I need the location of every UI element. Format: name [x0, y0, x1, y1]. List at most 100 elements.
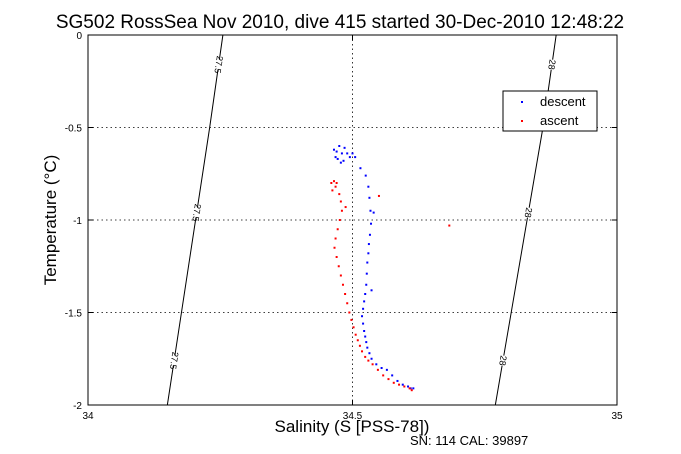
descent-point — [372, 211, 375, 214]
isopycnal-label: 27.5 — [190, 203, 202, 222]
y-tick-label: -0.5 — [65, 124, 83, 135]
descent-point — [334, 156, 337, 159]
ascent-point — [348, 311, 351, 314]
descent-point — [343, 146, 346, 149]
y-tick-label: 0 — [76, 31, 82, 42]
ascent-point — [332, 180, 335, 183]
descent-point — [351, 152, 354, 155]
isopycnal-label-bg — [540, 57, 564, 72]
descent-point — [336, 157, 339, 160]
isopycnal-label: 28 — [497, 355, 508, 367]
ascent-point — [403, 385, 406, 388]
descent-point — [335, 150, 338, 153]
isopycnal-label-bg — [162, 354, 186, 368]
descent-point — [359, 167, 362, 170]
ascent-point — [392, 381, 395, 384]
ascent-point — [331, 189, 334, 192]
legend: descent ascent — [502, 90, 598, 132]
ascent-point — [344, 206, 347, 209]
descent-point — [346, 152, 349, 155]
ascent-point — [354, 333, 357, 336]
descent-point — [370, 222, 373, 225]
y-axis-label: Temperature (°C) — [41, 155, 60, 286]
ascent-point — [350, 318, 353, 321]
isopycnal-label-bg — [207, 58, 231, 72]
isopycnal-lines: 27.5 27.5 27.5 28 28 28 — [162, 34, 564, 406]
descent-point — [367, 185, 370, 188]
descent-point — [401, 383, 404, 386]
ascent-point — [448, 224, 451, 227]
ascent-point — [358, 344, 361, 347]
ascent-point — [339, 200, 342, 203]
descent-point — [363, 300, 366, 303]
descent-point — [363, 330, 366, 332]
ascent-point — [398, 383, 401, 386]
descent-point — [364, 335, 367, 338]
grid-lines — [88, 35, 617, 405]
ascent-point — [387, 378, 390, 381]
ascent-point — [364, 355, 367, 358]
ascent-point — [344, 293, 347, 295]
ascent-point — [408, 387, 411, 390]
legend-marker-descent — [521, 101, 523, 103]
isopycnal-label: 27.5 — [212, 55, 224, 74]
descent-point — [338, 145, 341, 147]
legend-label-ascent: ascent — [540, 113, 579, 128]
descent-point — [368, 352, 371, 355]
ascent-point — [337, 265, 340, 268]
descent-point — [412, 387, 415, 390]
isopycnal-label: 28 — [523, 207, 534, 219]
descent-point — [362, 307, 365, 310]
legend-items: descent ascent — [521, 94, 586, 128]
descent-point — [339, 161, 342, 164]
ascent-point — [367, 359, 370, 362]
y-tick-label: -2 — [73, 401, 82, 412]
ascent-point — [334, 185, 337, 188]
ascent-point — [330, 182, 333, 184]
ascent-point — [376, 368, 379, 371]
descent-point — [391, 374, 394, 377]
descent-point — [370, 289, 373, 292]
descent-point — [409, 387, 412, 390]
y-tick-label: -1.5 — [65, 309, 83, 320]
descent-point — [348, 156, 351, 159]
ascent-point — [338, 193, 341, 196]
isopycnal-label: 27.5 — [168, 351, 180, 370]
descent-point — [366, 261, 369, 264]
descent-point — [340, 152, 343, 155]
descent-point — [365, 283, 368, 286]
descent-point — [396, 379, 399, 382]
ascent-point — [371, 363, 374, 366]
legend-box — [502, 90, 598, 132]
ascent-point — [339, 274, 342, 277]
descent-point — [365, 341, 368, 344]
ascent-point — [335, 256, 338, 258]
descent-point — [370, 357, 373, 360]
ascent-point — [352, 326, 355, 329]
descent-point — [366, 346, 369, 349]
ascent-point — [340, 209, 343, 212]
ascent-point — [334, 237, 337, 240]
descent-point — [385, 368, 388, 371]
plot-area: 27.5 27.5 27.5 28 28 28 34 34.5 35 0 -0.5 -1 -1.5 -2 — [65, 31, 623, 422]
x-tick-label: 35 — [611, 411, 623, 422]
ascent-point — [341, 283, 344, 286]
ascent-point — [410, 389, 413, 392]
footer-sn-cal: SN: 114 CAL: 39897 — [410, 433, 528, 448]
ascent-point — [377, 194, 380, 197]
descent-point — [380, 367, 383, 369]
x-tick-label: 34 — [82, 411, 94, 422]
descent-point — [368, 196, 371, 199]
descent-point — [367, 243, 370, 246]
y-tick-label: -1 — [73, 216, 82, 227]
ascent-point — [346, 302, 349, 305]
isopycnal-label-bg — [516, 205, 541, 220]
isopycnal-label-bg — [491, 353, 515, 368]
descent-point — [369, 209, 372, 212]
legend-marker-ascent — [521, 120, 523, 122]
descent-point — [342, 159, 345, 162]
ascent-point — [356, 339, 359, 342]
ascent-point — [338, 219, 341, 221]
x-axis-label: Salinity (S [PSS-78]) — [275, 417, 430, 436]
legend-label-descent: descent — [540, 94, 586, 109]
